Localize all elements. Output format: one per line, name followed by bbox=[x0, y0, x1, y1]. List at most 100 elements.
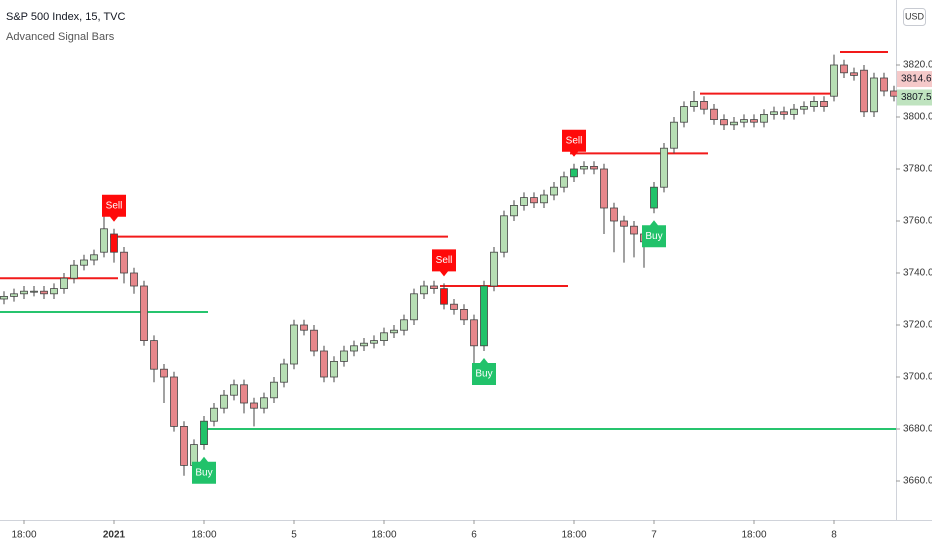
candle-body bbox=[260, 397, 268, 409]
indicator-name: Advanced Signal Bars bbox=[6, 31, 115, 43]
candle-body bbox=[470, 319, 478, 347]
candle-body bbox=[0, 295, 8, 300]
x-tick-label: 8 bbox=[831, 530, 837, 541]
candle-body bbox=[430, 285, 438, 289]
candle-body bbox=[400, 319, 408, 331]
candle-body bbox=[860, 69, 868, 113]
candle-body bbox=[460, 308, 468, 321]
candle-body bbox=[440, 288, 448, 305]
signal-marker bbox=[642, 220, 666, 248]
candle-body bbox=[80, 259, 88, 266]
signal-label: Sell bbox=[106, 200, 123, 211]
candle-body bbox=[230, 384, 238, 396]
candle-body bbox=[30, 290, 38, 293]
candle-body bbox=[110, 233, 118, 253]
currency-label[interactable]: USD bbox=[905, 11, 925, 21]
candle-body bbox=[20, 290, 28, 295]
candle-body bbox=[630, 225, 638, 235]
x-tick-label: 2021 bbox=[103, 530, 126, 541]
candle-body bbox=[240, 384, 248, 404]
candle-body bbox=[70, 264, 78, 279]
candle-body bbox=[670, 121, 678, 149]
candle-body bbox=[10, 293, 18, 297]
candle-body bbox=[890, 90, 898, 97]
signal-label: Buy bbox=[475, 369, 492, 380]
candle-body bbox=[340, 350, 348, 362]
signal-label: Buy bbox=[195, 467, 212, 478]
candle-body bbox=[510, 204, 518, 217]
y-tick-label: 3700.0 bbox=[903, 372, 932, 383]
candle-body bbox=[540, 194, 548, 204]
candle-body bbox=[700, 101, 708, 110]
candle-body bbox=[590, 165, 598, 170]
candle-body bbox=[580, 165, 588, 170]
candle-body bbox=[150, 340, 158, 370]
signal-marker bbox=[562, 129, 586, 157]
candle-body bbox=[530, 197, 538, 204]
candle-body bbox=[50, 288, 58, 295]
candle-body bbox=[550, 186, 558, 196]
currency-button[interactable] bbox=[903, 8, 926, 26]
signal-marker bbox=[192, 456, 216, 484]
candle-body bbox=[520, 197, 528, 206]
signal-marker bbox=[432, 249, 456, 277]
price-mark-label: 3814.6 bbox=[901, 74, 932, 85]
price-mark bbox=[897, 71, 932, 88]
signal-label: Sell bbox=[566, 135, 583, 146]
candle-body bbox=[760, 114, 768, 123]
candle-body bbox=[680, 106, 688, 123]
candle-body bbox=[750, 119, 758, 123]
candle-body bbox=[160, 368, 168, 378]
chart-title: S&P 500 Index, 15, TVC bbox=[6, 11, 126, 23]
y-tick-label: 3800.0 bbox=[903, 112, 932, 123]
candle-body bbox=[490, 251, 498, 287]
candle-body bbox=[560, 176, 568, 188]
candle-body bbox=[90, 254, 98, 261]
candle-body bbox=[710, 108, 718, 120]
candle-body bbox=[370, 340, 378, 344]
candle-body bbox=[380, 332, 388, 341]
signal-label: Buy bbox=[645, 231, 662, 242]
y-tick-label: 3680.0 bbox=[903, 424, 932, 435]
candle-body bbox=[600, 168, 608, 209]
candle-body bbox=[310, 329, 318, 352]
x-tick-label: 7 bbox=[651, 530, 657, 541]
candle-body bbox=[830, 64, 838, 97]
x-tick-label: 18:00 bbox=[371, 530, 396, 541]
candle-body bbox=[850, 72, 858, 76]
candle-body bbox=[180, 425, 188, 466]
candle-body bbox=[330, 360, 338, 378]
candle-body bbox=[770, 111, 778, 115]
candle-body bbox=[480, 285, 488, 347]
y-tick-label: 3740.0 bbox=[903, 268, 932, 279]
x-tick-label: 18:00 bbox=[561, 530, 586, 541]
candle-body bbox=[390, 329, 398, 334]
candle-body bbox=[610, 207, 618, 222]
candle-body bbox=[220, 394, 228, 409]
y-tick-label: 3760.0 bbox=[903, 216, 932, 227]
candle-body bbox=[880, 77, 888, 92]
candle-body bbox=[60, 277, 68, 290]
price-mark-label: 3807.5 bbox=[901, 92, 932, 103]
candle-body bbox=[800, 106, 808, 110]
candle-body bbox=[450, 303, 458, 310]
candle-body bbox=[320, 350, 328, 378]
candle-body bbox=[200, 420, 208, 446]
candle-body bbox=[170, 376, 178, 427]
x-tick-label: 18:00 bbox=[191, 530, 216, 541]
x-tick-label: 18:00 bbox=[11, 530, 36, 541]
candle-body bbox=[840, 64, 848, 74]
candle-body bbox=[500, 215, 508, 253]
y-tick-label: 3720.0 bbox=[903, 320, 932, 331]
price-mark bbox=[897, 89, 932, 106]
candle-body bbox=[280, 363, 288, 383]
y-tick-label: 3820.0 bbox=[903, 60, 932, 71]
candle-body bbox=[790, 108, 798, 115]
x-tick-label: 5 bbox=[291, 530, 297, 541]
candle-body bbox=[650, 186, 658, 209]
candle-body bbox=[690, 101, 698, 108]
candle-body bbox=[290, 324, 298, 365]
candle-body bbox=[120, 251, 128, 274]
